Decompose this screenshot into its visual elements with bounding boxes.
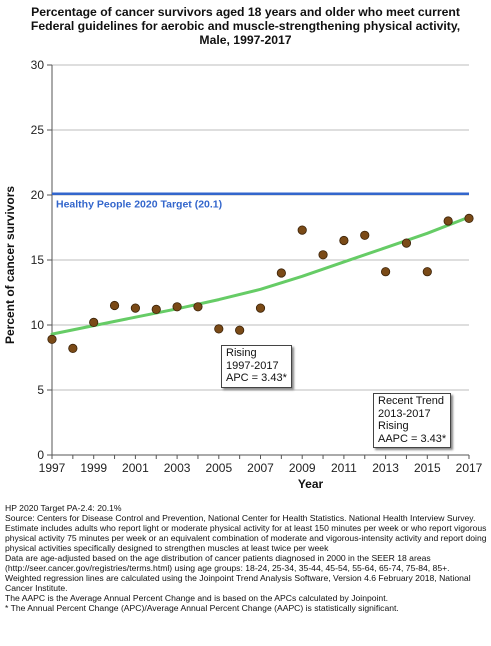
y-tick-label: 15 [31,253,45,267]
x-tick-label: 1997 [39,461,66,475]
y-tick-label: 0 [37,448,44,462]
y-axis-title: Percent of cancer survivors [3,186,17,344]
target-line-label: Healthy People 2020 Target (20.1) [56,199,222,211]
data-point [443,216,453,226]
footnote: Estimate includes adults who report ligh… [5,523,487,553]
axes [47,64,470,459]
annotation-line: Rising [226,347,257,359]
data-point [464,213,474,223]
footnote: * The Annual Percent Change (APC)/Averag… [5,603,399,613]
x-tick-label: 2003 [164,461,191,475]
chart-title-line: Percentage of cancer survivors aged 18 y… [31,5,460,19]
axis-labels: 0 5 10 15 20 25 30 1997 1999 2001 2003 2005 2007 2009… [3,58,483,491]
y-tick-label: 20 [31,188,45,202]
footnote: Weighted regression lines are calculated… [5,573,471,593]
chart-title-line: Federal guidelines for aerobic and muscl… [30,19,461,33]
x-tick-label: 2017 [456,461,483,475]
data-point [214,324,224,334]
data-point [422,267,432,277]
y-tick-label: 30 [31,58,45,72]
data-point [68,343,78,353]
x-tick-label: 2011 [331,461,357,475]
data-point [89,317,99,327]
data-point [172,302,182,312]
trend-line [50,215,471,336]
annotation-line: 1997-2017 [226,359,279,372]
chart-plot: Healthy People 2020 Target (20.1) 0 5 10 15… [3,58,483,491]
data-point [130,303,140,313]
x-tick-label: 2005 [205,461,232,475]
annotation-recent-trend: Recent Trend 2013-2017 Rising AAPC = 3.4… [373,393,452,448]
data-point [276,268,286,278]
data-point [401,238,412,248]
annotation-line: Recent Trend [378,395,445,407]
target-line-group: Healthy People 2020 Target (20.1) [52,192,469,211]
data-point [255,303,266,313]
x-tick-label: 2001 [122,461,149,475]
footnotes: HP 2020 Target PA-2.4: 20.1% Source: Cen… [5,503,489,613]
data-point [339,235,349,246]
footnote: Source: Centers for Disease Control and … [5,513,476,523]
x-tick-label: 2009 [289,461,316,475]
footnote: Data are age-adjusted based on the age d… [5,553,450,573]
grid-lines [52,64,469,391]
footnote: The AAPC is the Average Annual Percent C… [5,593,388,603]
annotation-line: 2013-2017 [378,407,431,420]
x-axis-title: Year [298,477,324,491]
chart-title-line: Male, 1997-2017 [199,33,292,47]
y-tick-label: 5 [37,383,44,397]
x-tick-label: 2013 [372,461,399,475]
x-tick-label: 2015 [414,461,441,475]
chart-title: Percentage of cancer survivors aged 18 y… [10,5,481,47]
x-tick-label: 2007 [247,461,274,475]
annotation-overall-trend: Rising 1997-2017 APC = 3.43* [221,345,292,388]
y-tick-label: 10 [31,318,45,332]
data-point [109,300,120,311]
footnote: HP 2020 Target PA-2.4: 20.1% [5,503,122,513]
data-point [193,302,203,312]
data-point [297,225,307,235]
data-point [318,250,328,260]
data-point [151,304,161,314]
annotation-line: Rising [378,420,409,432]
data-point [47,334,57,344]
data-point [380,267,391,277]
annotation-line: AAPC = 3.43* [378,432,447,445]
annotation-line: APC = 3.43* [226,372,287,384]
y-tick-label: 25 [31,123,45,137]
x-tick-label: 1999 [80,461,107,475]
data-points [47,213,474,353]
data-point [360,230,370,240]
trend-line-group [50,215,471,336]
data-point [235,325,245,335]
